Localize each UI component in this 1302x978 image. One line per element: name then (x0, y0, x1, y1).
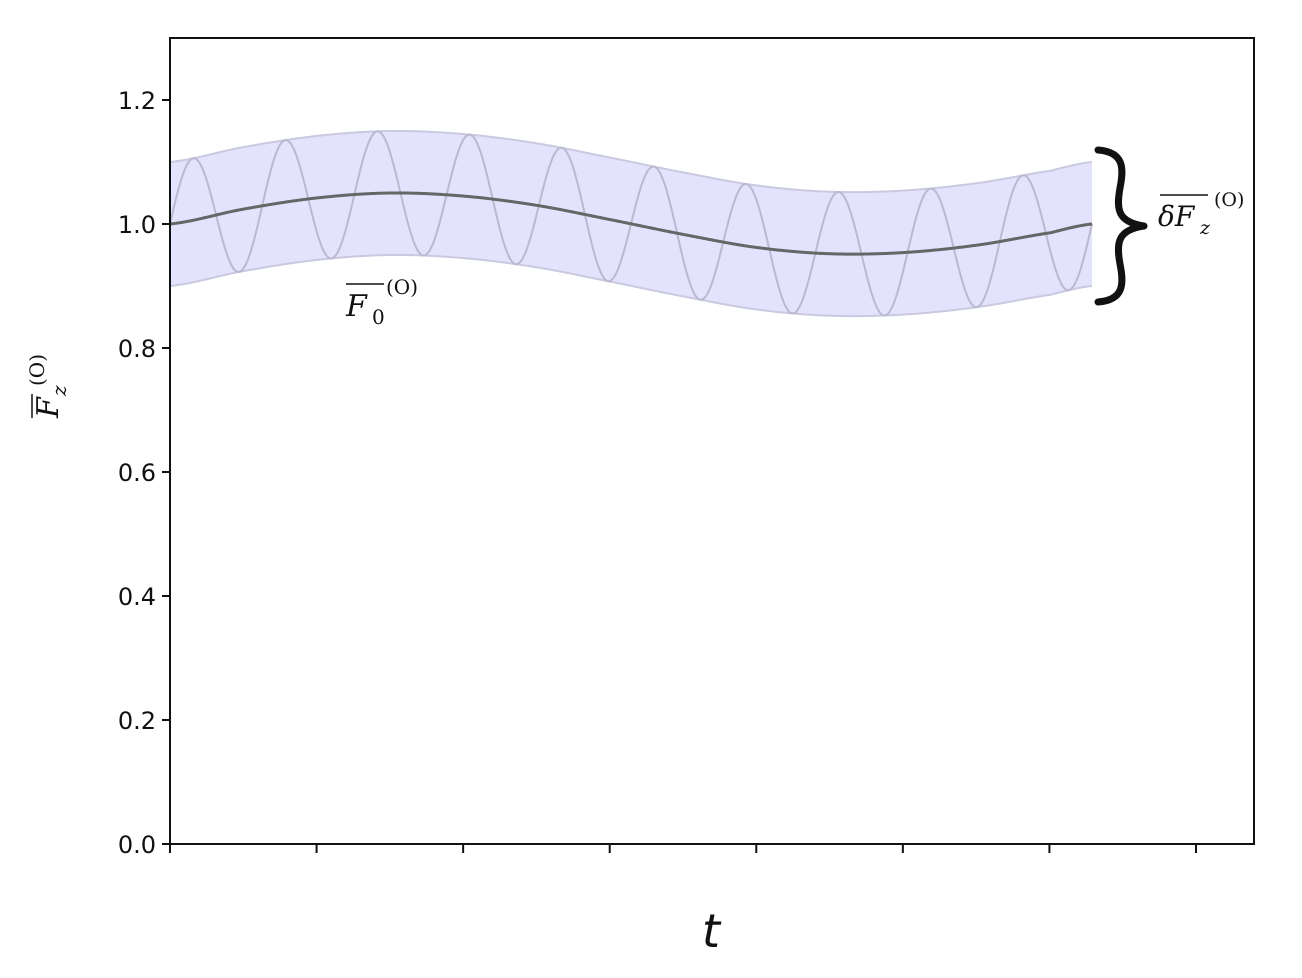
mean-series-line (169, 191, 1093, 256)
mean-annotation-sub: 0 (372, 305, 385, 329)
plot-frame (169, 37, 1255, 845)
y-tick-label: 0.6 (118, 459, 156, 487)
mean-annotation: F 0 (O) (345, 275, 418, 329)
band-annotation-sub: z (1199, 217, 1211, 239)
y-tick-label: 1.0 (118, 211, 156, 239)
y-tick-label: 0.0 (118, 831, 156, 859)
y-tick-label: 0.8 (118, 335, 156, 363)
band-group (169, 129, 1093, 318)
band-annotation: δF z (O) (1158, 189, 1244, 239)
y-axis-label-base: F (31, 396, 66, 419)
band-upper-edge (169, 129, 1093, 194)
y-axis-label-sub: z (47, 385, 71, 397)
y-tick-label: 1.2 (118, 87, 156, 115)
x-axis-label: t (702, 904, 722, 958)
x-axis-ticks (169, 844, 1197, 853)
band-lower-edge (169, 253, 1093, 318)
band-annotation-sup: (O) (1214, 189, 1244, 211)
band-annotation-base: δF (1158, 200, 1196, 233)
mean-annotation-base: F (345, 289, 368, 324)
y-axis-ticks: 0.0 0.2 0.4 0.6 0.8 1.0 1.2 (118, 87, 170, 859)
y-tick-label: 0.4 (118, 583, 156, 611)
y-axis-label: F z (O) (25, 354, 71, 419)
band-brace-icon (1094, 146, 1148, 306)
y-axis-label-sup: (O) (25, 354, 49, 386)
mean-annotation-sup: (O) (386, 275, 418, 299)
y-tick-label: 0.2 (118, 707, 156, 735)
